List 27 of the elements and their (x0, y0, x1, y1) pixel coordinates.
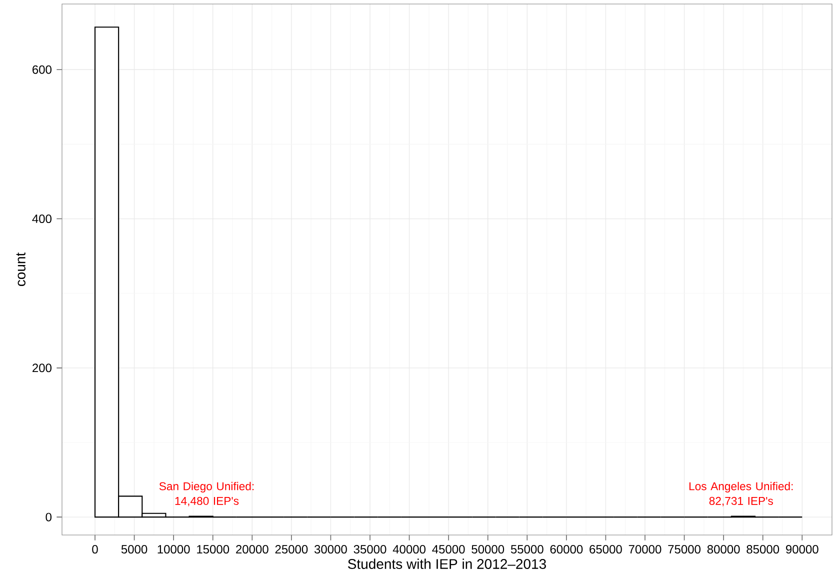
x-tick-label: 0 (92, 545, 98, 554)
x-tick-label: 70000 (628, 545, 662, 554)
annotation: Los Angeles Unified: 82,731 IEP's (689, 482, 793, 506)
x-tick-label: 20000 (236, 545, 268, 554)
x-tick-label: 80000 (707, 545, 740, 554)
x-tick-label: 55000 (510, 545, 544, 554)
x-tick-label: 45000 (432, 545, 465, 554)
y-tick-label: 200 (32, 364, 52, 372)
x-tick-label: 60000 (550, 545, 583, 554)
y-tick-label: 600 (32, 65, 52, 74)
x-tick-label: 65000 (590, 545, 622, 554)
x-tick-label: 25000 (275, 545, 308, 554)
x-tick-label: 5000 (121, 545, 148, 554)
x-tick-label: 90000 (786, 545, 818, 554)
y-axis-title: count (16, 252, 26, 286)
y-tick-label: 0 (46, 512, 52, 522)
x-axis-title: Students with IEP in 2012–2013 (348, 558, 546, 569)
x-tick-label: 40000 (392, 545, 426, 554)
x-tick-label: 30000 (314, 545, 347, 554)
x-tick-label: 10000 (158, 545, 190, 554)
x-tick-label: 35000 (354, 545, 386, 554)
annotation: San Diego Unified: 14,480 IEP's (159, 482, 254, 506)
x-tick-label: 75000 (668, 545, 700, 554)
x-tick-label: 15000 (197, 545, 230, 554)
y-tick-label: 400 (32, 214, 52, 224)
x-tick-label: 85000 (746, 545, 780, 554)
x-tick-label: 50000 (472, 545, 504, 554)
